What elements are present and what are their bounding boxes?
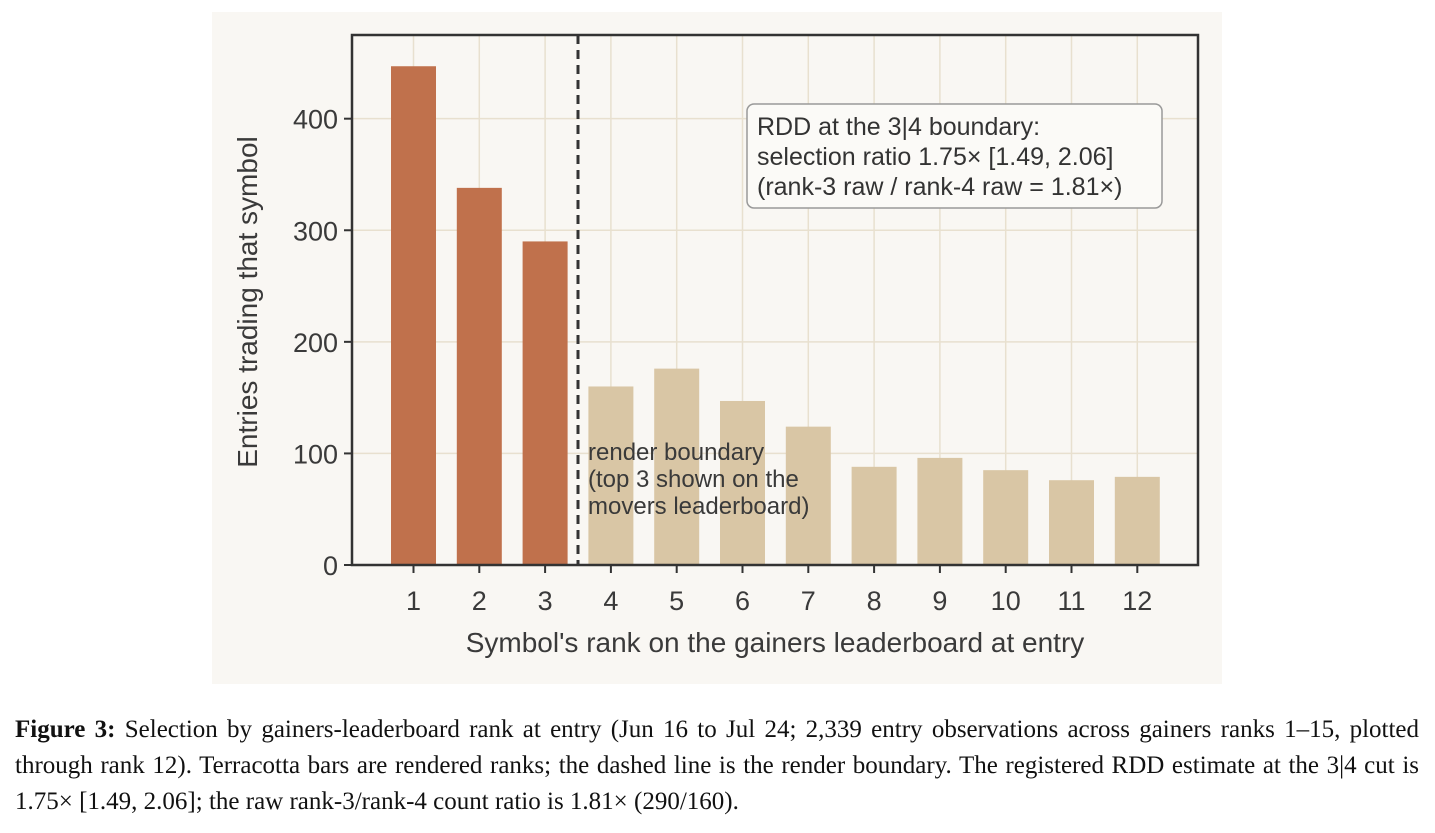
render-boundary-annotation: render boundary (top 3 shown on the movers… xyxy=(588,439,809,520)
x-tick-label: 9 xyxy=(932,586,947,616)
bar-rank-6 xyxy=(720,400,765,565)
x-tick-label: 4 xyxy=(603,586,618,616)
figure-caption: Figure 3: Selection by gainers-leaderboa… xyxy=(15,712,1419,820)
bar-rank-9 xyxy=(917,457,963,565)
rdd-annotation-box xyxy=(746,103,1163,209)
caption-text: Selection by gainers-leaderboard rank at… xyxy=(15,716,1420,815)
bar-rank-11 xyxy=(1049,480,1094,565)
x-tick-label: 8 xyxy=(867,586,882,616)
x-tick-label: 11 xyxy=(1057,586,1085,616)
bars xyxy=(391,66,1160,566)
rdd-annotation-line: selection ratio 1.75× [1.49, 2.06] xyxy=(757,143,1114,171)
bar-rank-2 xyxy=(456,187,502,565)
y-tick-label: 0 xyxy=(323,551,338,581)
y-tick-label: 100 xyxy=(293,439,338,469)
x-tick-label: 5 xyxy=(669,586,684,616)
y-tick-label: 300 xyxy=(293,216,338,246)
x-tick-label: 10 xyxy=(991,586,1021,616)
bar-rank-12 xyxy=(1114,476,1160,565)
y-tick-label: 200 xyxy=(293,328,338,358)
bar-rank-10 xyxy=(983,470,1029,565)
x-tick-label: 6 xyxy=(735,586,750,616)
x-axis-label: Symbol's rank on the gainers leaderboard… xyxy=(466,627,1085,658)
bar-rank-4 xyxy=(588,386,634,565)
boundary-annotation-line: movers leaderboard) xyxy=(588,493,809,520)
bar-rank-7 xyxy=(785,426,831,565)
x-tick-label: 1 xyxy=(406,586,421,616)
boundary-annotation-line: render boundary xyxy=(588,439,764,466)
x-tick-label: 2 xyxy=(472,586,487,616)
bar-rank-5 xyxy=(654,368,700,565)
x-tick-label: 12 xyxy=(1122,586,1152,616)
rdd-annotation-line: RDD at the 3|4 boundary: xyxy=(757,113,1040,141)
bar-rank-8 xyxy=(851,466,897,565)
x-tick-label: 7 xyxy=(801,586,816,616)
plot-frame xyxy=(350,33,1200,567)
x-tick-label: 3 xyxy=(538,586,553,616)
boundary-annotation-line: (top 3 shown on the xyxy=(588,466,799,493)
caption-label: Figure 3: xyxy=(15,716,116,743)
bar-rank-1 xyxy=(391,66,436,566)
rdd-annotation-text: RDD at the 3|4 boundary: selection ratio … xyxy=(757,113,1122,201)
rdd-annotation-line: (rank-3 raw / rank-4 raw = 1.81×) xyxy=(757,173,1122,201)
y-tick-label: 400 xyxy=(293,105,338,135)
bar-rank-3 xyxy=(522,241,568,565)
y-axis-label: Entries trading that symbol xyxy=(232,136,263,468)
